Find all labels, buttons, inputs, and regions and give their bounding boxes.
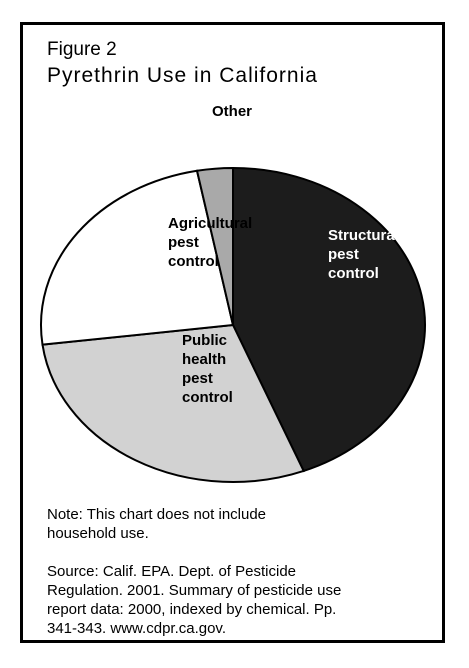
slice-label: Public health pest control: [182, 332, 233, 406]
slice-label: Structural pest control: [328, 227, 399, 282]
pie-slice: [195, 166, 234, 326]
label-line: Structural: [328, 227, 399, 244]
label-line: Other: [212, 103, 252, 120]
label-line: Public: [182, 332, 227, 349]
source: Source: Calif. EPA. Dept. of Pesticide R…: [47, 563, 342, 637]
pie-slice: [40, 169, 235, 346]
label-line: pest: [182, 370, 213, 387]
frame: [20, 22, 445, 643]
label-line: control: [168, 253, 219, 270]
label-line: health: [182, 351, 226, 368]
slice-label: Agricultural pest control: [168, 215, 252, 270]
chart-title: Figure 2: [47, 39, 117, 60]
label-line: pest: [168, 234, 199, 251]
label-line: Agricultural: [168, 215, 252, 232]
label-line: pest: [328, 246, 359, 263]
pie-slice: [41, 323, 306, 483]
label-line: control: [182, 389, 233, 406]
chart-subtitle: Pyrethrin Use in California: [47, 64, 318, 87]
note: Note: This chart does not include househ…: [47, 506, 267, 542]
slice-label: Other: [212, 103, 252, 120]
pie-slice: [232, 166, 426, 473]
label-line: control: [328, 265, 379, 282]
